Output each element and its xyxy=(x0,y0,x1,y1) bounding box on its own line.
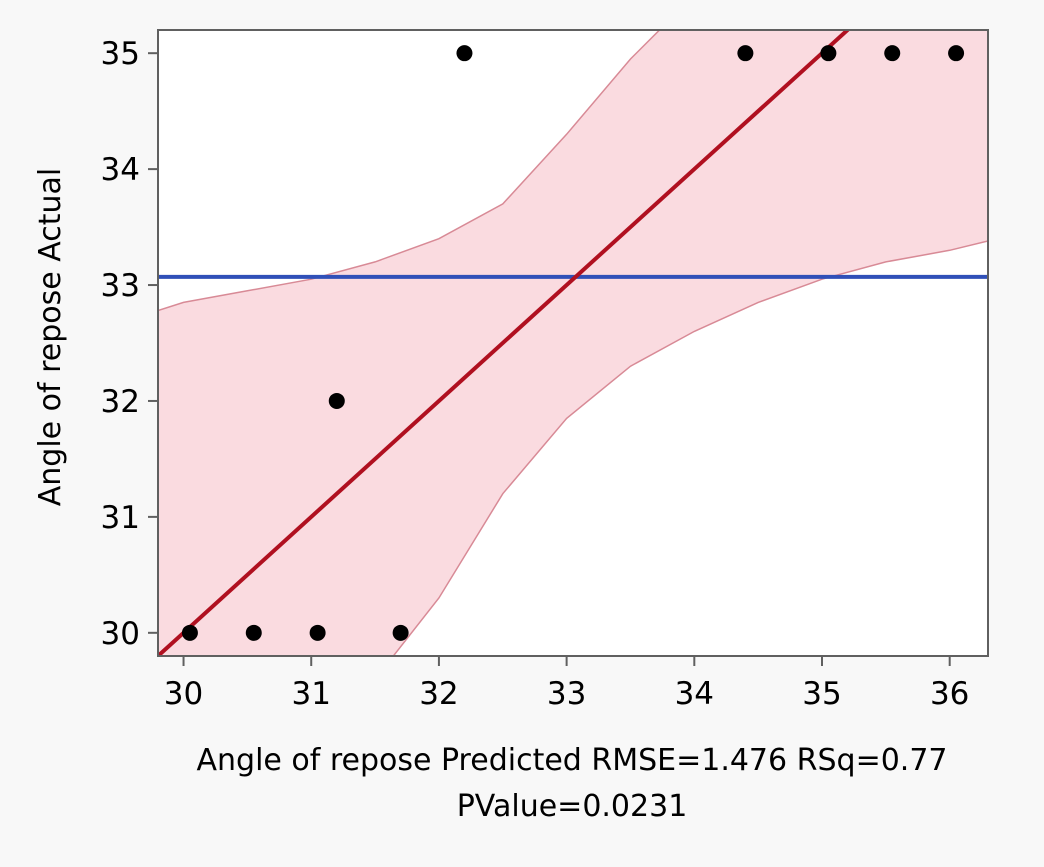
y-axis-label: Angle of repose Actual xyxy=(33,168,68,507)
y-tick-label: 30 xyxy=(101,616,140,652)
x-tick-label: 35 xyxy=(802,676,841,712)
data-point xyxy=(245,624,262,641)
confidence-band xyxy=(158,30,988,656)
x-tick-label: 33 xyxy=(547,676,586,712)
x-axis-label: Angle of repose Predicted RMSE=1.476 RSq… xyxy=(196,743,947,778)
data-point xyxy=(309,624,326,641)
x-tick-label: 34 xyxy=(675,676,714,712)
confidence-band-upper xyxy=(158,30,661,312)
y-tick-label: 34 xyxy=(101,152,140,188)
data-point xyxy=(392,624,409,641)
data-point xyxy=(328,392,345,409)
y-tick-label: 35 xyxy=(101,36,140,72)
y-tick-label: 32 xyxy=(101,384,140,420)
y-tick-label: 33 xyxy=(101,268,140,304)
data-point xyxy=(884,45,901,62)
fit-line xyxy=(158,30,851,656)
data-point xyxy=(820,45,837,62)
x-axis-label-pvalue: PValue=0.0231 xyxy=(457,789,688,824)
data-point xyxy=(737,45,754,62)
plot-frame xyxy=(157,29,989,657)
x-tick-label: 31 xyxy=(292,676,331,712)
y-tick-label: 31 xyxy=(101,500,140,536)
data-point xyxy=(948,45,965,62)
x-tick-label: 30 xyxy=(164,676,203,712)
x-tick-label: 36 xyxy=(930,676,969,712)
x-tick-label: 32 xyxy=(419,676,458,712)
data-point xyxy=(456,45,473,62)
data-point xyxy=(181,624,198,641)
confidence-band-lower xyxy=(392,240,988,656)
